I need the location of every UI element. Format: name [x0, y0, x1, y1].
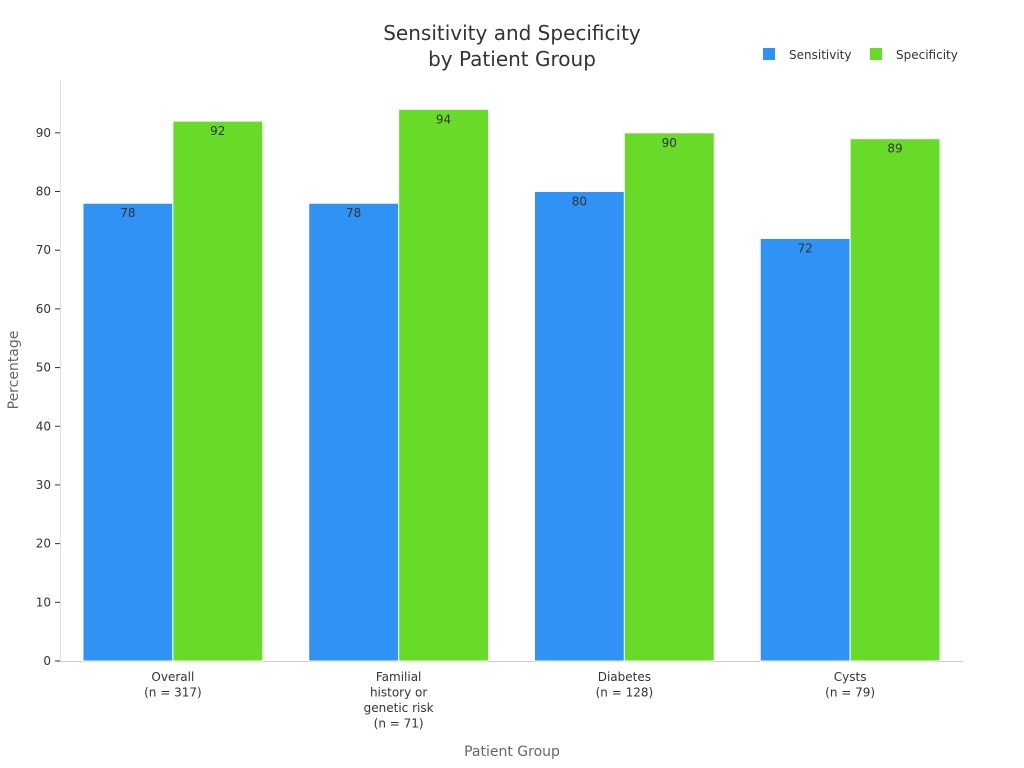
x-tick-label-line: (n = 317): [144, 686, 202, 700]
x-tick-label-line: (n = 79): [825, 686, 875, 700]
y-axis-title: Percentage: [6, 331, 22, 410]
bar-specificity: [398, 108, 489, 662]
bar-specificity: [623, 132, 715, 662]
y-tick-label: 70: [36, 243, 51, 257]
chart-title-line-2: by Patient Group: [428, 47, 596, 71]
data-label-specificity: 90: [662, 136, 677, 150]
x-tick-label-line: history or: [370, 686, 427, 700]
x-tick-label: Familial history or genetic risk (n = 71): [364, 670, 434, 731]
y-tick-label: 30: [36, 478, 51, 492]
x-axis-ticks: Overall (n = 317) Familial history or geneti…: [144, 670, 875, 731]
x-tick-label: Diabetes (n = 128): [596, 670, 654, 700]
legend-swatch-specificity: [870, 48, 882, 60]
x-tick-label-line: Diabetes: [598, 670, 651, 684]
data-label-sensitivity: 78: [346, 206, 361, 220]
bar-specificity: [172, 120, 264, 662]
x-tick-label: Overall (n = 317): [144, 670, 202, 700]
y-tick-label: 50: [36, 361, 51, 375]
bar-sensitivity: [759, 237, 851, 662]
data-label-specificity: 89: [887, 142, 902, 156]
y-tick-label: 80: [36, 185, 51, 199]
bar-specificity: [849, 138, 941, 662]
bar-sensitivity: [534, 191, 625, 662]
y-tick-label: 20: [36, 537, 51, 551]
x-tick-label-line: (n = 71): [374, 717, 424, 731]
y-tick-label: 10: [36, 595, 51, 609]
x-tick-label-line: (n = 128): [596, 686, 654, 700]
legend-label-specificity: Specificity: [896, 48, 958, 62]
chart-title-line-1: Sensitivity and Specificity: [383, 21, 641, 45]
y-tick-label: 90: [36, 126, 51, 140]
x-axis-title: Patient Group: [464, 744, 560, 760]
x-tick-label-line: Familial: [376, 670, 422, 684]
y-tick-label: 0: [43, 654, 51, 668]
data-label-sensitivity: 78: [120, 206, 135, 220]
x-tick-label-line: genetic risk: [364, 701, 434, 715]
data-label-specificity: 92: [210, 124, 225, 138]
y-tick-label: 60: [36, 302, 51, 316]
data-label-specificity: 94: [436, 112, 451, 126]
bar-sensitivity: [82, 202, 174, 662]
legend: Sensitivity Specificity: [763, 48, 958, 62]
x-tick-label-line: Cysts: [834, 670, 867, 684]
x-tick-label: Cysts (n = 79): [825, 670, 875, 700]
legend-swatch-sensitivity: [763, 48, 775, 60]
bar-sensitivity: [308, 202, 400, 662]
data-label-sensitivity: 72: [798, 241, 813, 255]
x-tick-label-line: Overall: [151, 670, 194, 684]
bars-group: 78 92 78 94 80 90 72 89: [82, 108, 941, 662]
legend-label-sensitivity: Sensitivity: [789, 48, 851, 62]
y-axis-ticks: 0 10 20 30 40 50 60 70 80 90: [36, 126, 60, 668]
y-tick-label: 40: [36, 419, 51, 433]
data-label-sensitivity: 80: [572, 195, 587, 209]
